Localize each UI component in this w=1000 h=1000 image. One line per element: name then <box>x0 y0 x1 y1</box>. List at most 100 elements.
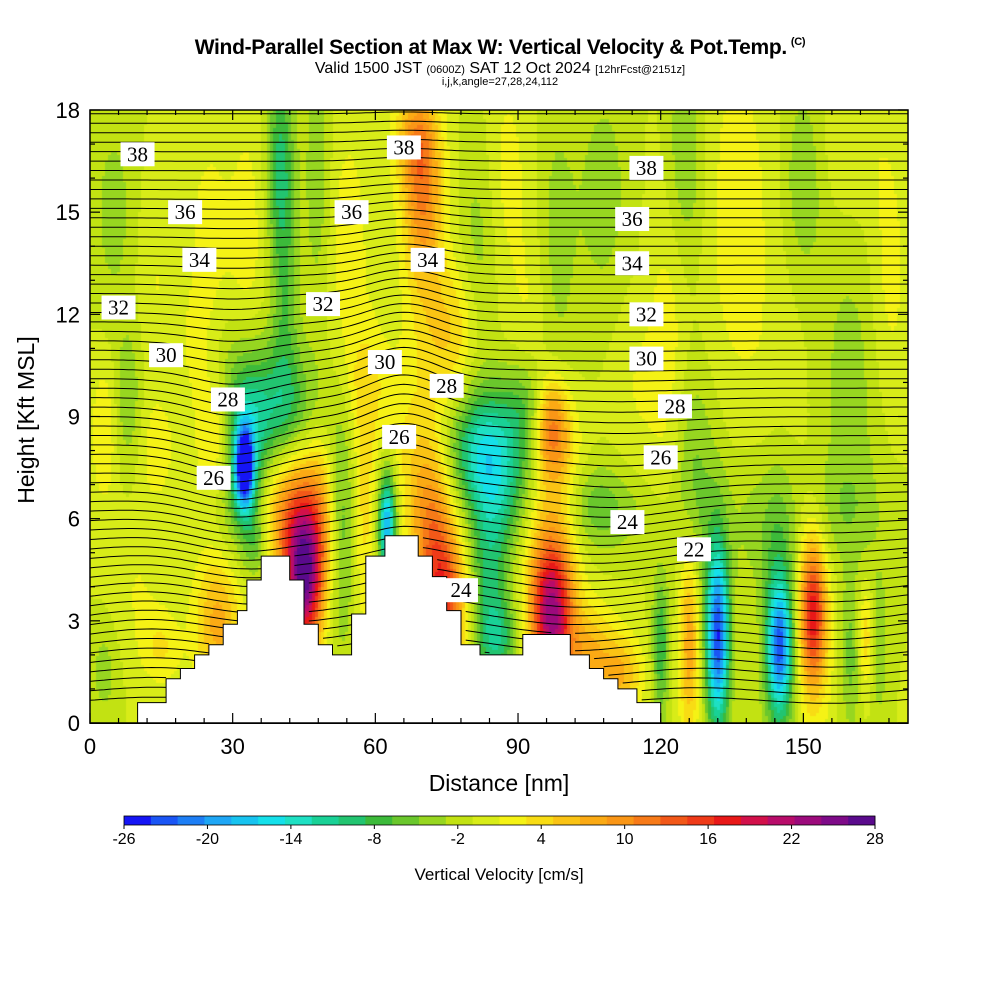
contour-label-bg <box>443 578 478 603</box>
isentrope <box>90 165 908 172</box>
contour-label: 30 <box>149 343 184 368</box>
isentrope <box>90 243 908 259</box>
x-tick-label: 60 <box>363 734 387 759</box>
contour-label-bg <box>410 247 445 272</box>
x-axis-label: Distance [nm] <box>429 770 570 796</box>
contour-label-bg <box>615 251 650 276</box>
contour-label: 28 <box>429 373 464 398</box>
contour-label: 38 <box>629 155 664 180</box>
contour-label-text: 32 <box>108 296 129 320</box>
colorbar-swatch <box>633 816 661 825</box>
contour-label-text: 28 <box>217 387 238 411</box>
isentrope <box>89 628 909 643</box>
isentrope <box>90 393 908 436</box>
colorbar-swatch <box>231 816 259 825</box>
contour-label-text: 34 <box>417 248 439 272</box>
colorbar-swatch <box>660 816 688 825</box>
contour-label: 22 <box>676 537 711 562</box>
isentrope <box>90 268 908 290</box>
contour-label-bg <box>149 343 184 368</box>
colorbar-swatch <box>848 816 876 825</box>
colorbar-tick-label: -14 <box>279 831 302 848</box>
isentrope <box>90 226 908 239</box>
isentrope <box>90 311 908 342</box>
contour-label: 26 <box>643 445 678 470</box>
colorbar-swatch <box>419 816 447 825</box>
isentrope <box>90 120 908 124</box>
contour-label-text: 38 <box>636 156 657 180</box>
contour-label: 32 <box>629 302 664 327</box>
contour-label-bg <box>429 373 464 398</box>
colorbar-tick-label: -8 <box>367 831 381 848</box>
colorbar-swatch <box>553 816 581 825</box>
contour-label-text: 26 <box>389 425 410 449</box>
terrain-blocks <box>89 535 909 724</box>
contour-label-text: 24 <box>617 510 639 534</box>
colorbar-swatch <box>472 816 500 825</box>
contour-label-bg <box>210 387 245 412</box>
contour-label-bg <box>196 465 231 490</box>
isentrope <box>90 285 908 311</box>
isentrope <box>90 320 908 353</box>
contour-label-bg <box>386 135 421 160</box>
colorbar-swatch <box>606 816 635 825</box>
isentrope <box>89 505 909 537</box>
colorbar-swatch <box>767 816 795 825</box>
isentrope <box>89 559 909 582</box>
valid-time-line: Valid 1500 JST (0600Z) SAT 12 Oct 2024 [… <box>0 60 1000 78</box>
colorbar-tick-label: -26 <box>112 831 135 848</box>
contour-label-text: 36 <box>622 207 643 231</box>
contour-label: 24 <box>443 578 478 603</box>
contour-label-text: 32 <box>313 292 334 316</box>
isentrope <box>90 403 908 446</box>
contour-label-bg <box>657 394 692 419</box>
copyright-mark: (C) <box>790 36 806 48</box>
contour-label: 38 <box>120 142 155 167</box>
isentrope <box>90 200 908 210</box>
colorbar-tick-label: 16 <box>699 831 717 848</box>
forecast-info: [12hrFcst@2151z] <box>595 64 686 76</box>
contour-label-bg <box>168 200 203 225</box>
isentrope <box>90 383 908 426</box>
isentrope <box>89 494 909 528</box>
isentrope <box>90 346 908 385</box>
isentrope <box>90 303 908 332</box>
terrain-profile <box>89 535 909 724</box>
contour-label: 34 <box>410 247 445 272</box>
contour-label: 24 <box>610 510 645 535</box>
contour-label: 30 <box>629 346 664 371</box>
contour-label-bg <box>610 510 645 535</box>
isentrope <box>90 337 908 375</box>
isentrope <box>89 251 908 269</box>
contour-label-bg <box>120 142 155 167</box>
valid-date: SAT 12 Oct 2024 <box>469 60 591 77</box>
isentrope <box>89 515 909 546</box>
isentrope <box>90 111 908 115</box>
isentrope <box>89 647 909 660</box>
contour-labels: 38 36 34 32 30 28 26 38 36 34 32 30 28 26 24 38 36 34 32 30… <box>101 135 711 603</box>
isentrope <box>89 580 909 599</box>
colorbar-swatch <box>365 816 393 825</box>
colorbar-swatch <box>445 816 474 825</box>
isentrope <box>90 129 908 134</box>
isentrope <box>89 568 909 591</box>
isentrope <box>90 374 908 416</box>
isentrope <box>90 183 908 191</box>
contour-label-bg <box>182 247 217 272</box>
contour-label: 28 <box>210 387 245 412</box>
isentrope <box>90 138 908 143</box>
contour-label: 36 <box>615 206 650 231</box>
y-tick-label: 18 <box>56 98 80 123</box>
isentrope <box>89 474 909 509</box>
colorbar-tick-label: 4 <box>537 831 546 848</box>
colorbar-tick-label: -2 <box>451 831 465 848</box>
contour-label-text: 28 <box>436 374 457 398</box>
colorbar-swatch <box>284 816 313 825</box>
isentrope <box>89 525 909 555</box>
colorbar-swatch <box>204 816 232 825</box>
contour-label-text: 36 <box>175 200 196 224</box>
contour-label: 32 <box>101 295 136 320</box>
isentrope <box>90 234 908 249</box>
contour-label-bg <box>629 155 664 180</box>
